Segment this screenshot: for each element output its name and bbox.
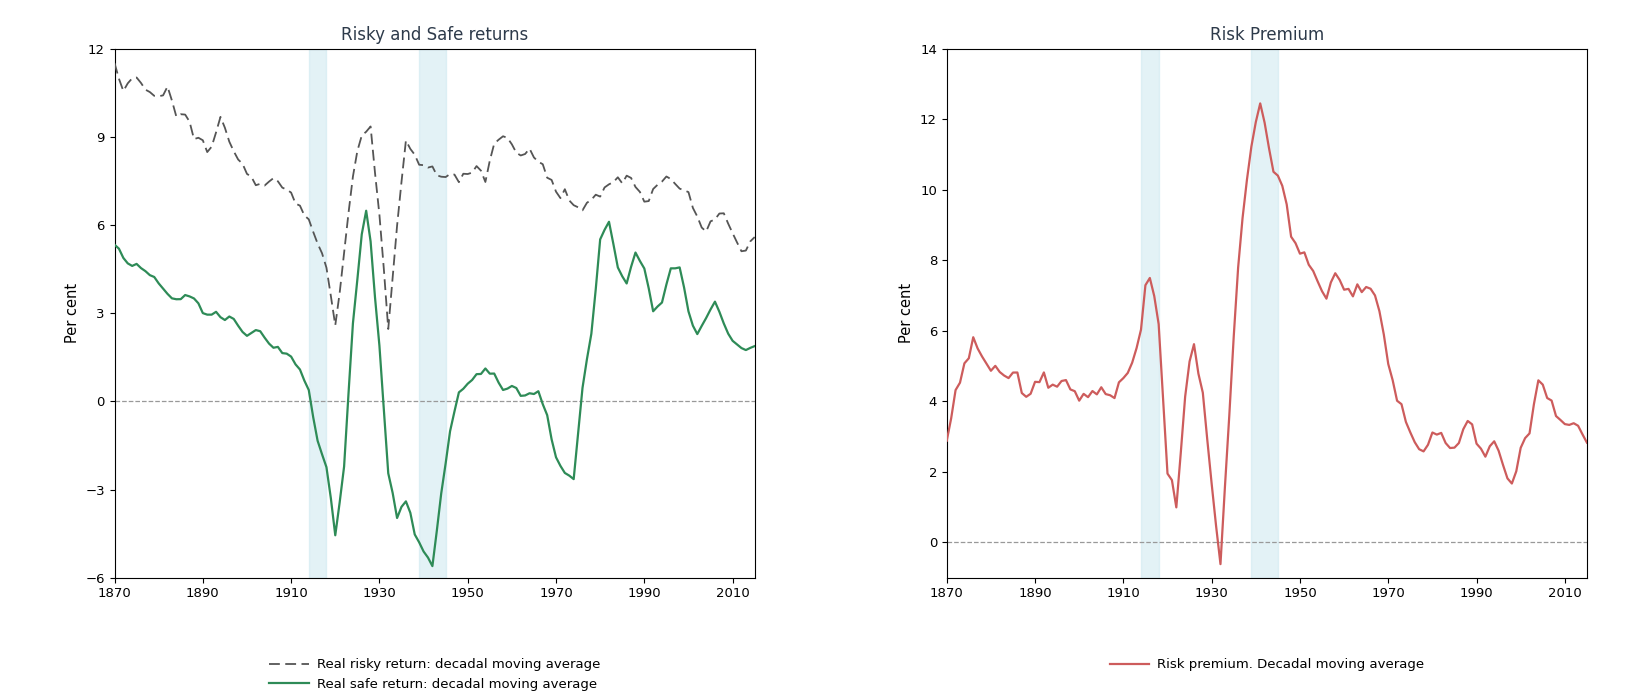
Risk premium. Decadal moving average (1013, 389, 1032, 397)
Risk premium. Decadal moving average (1577, 438, 1597, 447)
Title: Risky and Safe returns: Risky and Safe returns (340, 26, 528, 45)
Bar (309, 49, 327, 578)
Legend: Risk premium. Decadal moving average: Risk premium. Decadal moving average (1104, 653, 1430, 677)
Real risky return: decadal moving average: (1.89e+03, 9.52): decadal moving average: (1.89e+03, 9.52) (180, 118, 200, 126)
Risk premium. Decadal moving average (1091, 383, 1111, 391)
Risk premium. Decadal moving average (1268, 171, 1288, 180)
Y-axis label: Per cent: Per cent (64, 283, 80, 343)
Bar (1140, 49, 1158, 578)
Real safe return: decadal moving average: (2.02e+03, 1.88): decadal moving average: (2.02e+03, 1.88) (744, 342, 764, 350)
Line: Real safe return: decadal moving average: Real safe return: decadal moving average (115, 211, 754, 566)
Risk premium. Decadal moving average (1250, 100, 1270, 108)
Real safe return: decadal moving average: (1.89e+03, 3.57): decadal moving average: (1.89e+03, 3.57) (180, 292, 200, 301)
Real risky return: decadal moving average: (1.93e+03, 2.46): decadal moving average: (1.93e+03, 2.46) (378, 325, 398, 333)
Real risky return: decadal moving average: (1.94e+03, 7.64): decadal moving average: (1.94e+03, 7.64) (432, 173, 452, 181)
Real risky return: decadal moving average: (1.91e+03, 7.6): decadal moving average: (1.91e+03, 7.6) (263, 174, 283, 182)
Risk premium. Decadal moving average (1117, 369, 1137, 377)
Risk premium. Decadal moving average (937, 436, 957, 445)
Line: Real risky return: decadal moving average: Real risky return: decadal moving averag… (115, 63, 754, 329)
Real risky return: decadal moving average: (1.9e+03, 7.48): decadal moving average: (1.9e+03, 7.48) (258, 177, 278, 186)
Real safe return: decadal moving average: (1.91e+03, 1.26): decadal moving average: (1.91e+03, 1.26) (286, 361, 306, 369)
Real safe return: decadal moving average: (1.94e+03, -5.61): decadal moving average: (1.94e+03, -5.61… (422, 562, 442, 570)
Real safe return: decadal moving average: (1.9e+03, 1.97): decadal moving average: (1.9e+03, 1.97) (258, 340, 278, 348)
Real risky return: decadal moving average: (1.91e+03, 6.73): decadal moving average: (1.91e+03, 6.73) (286, 200, 306, 208)
Line: Risk premium. Decadal moving average: Risk premium. Decadal moving average (947, 104, 1587, 564)
Real safe return: decadal moving average: (1.94e+03, -2.11): decadal moving average: (1.94e+03, -2.11… (435, 459, 455, 468)
Real risky return: decadal moving average: (1.96e+03, 8.77): decadal moving average: (1.96e+03, 8.77) (484, 139, 504, 148)
Real safe return: decadal moving average: (1.87e+03, 5.33): decadal moving average: (1.87e+03, 5.33) (105, 241, 124, 249)
Real safe return: decadal moving average: (1.96e+03, 0.637): decadal moving average: (1.96e+03, 0.637… (489, 379, 509, 387)
Bar (419, 49, 445, 578)
Real safe return: decadal moving average: (1.91e+03, 1.82): decadal moving average: (1.91e+03, 1.82) (263, 344, 283, 352)
Real risky return: decadal moving average: (1.87e+03, 11.5): decadal moving average: (1.87e+03, 11.5) (105, 59, 124, 68)
Y-axis label: Per cent: Per cent (900, 283, 915, 343)
Real safe return: decadal moving average: (1.93e+03, 6.49): decadal moving average: (1.93e+03, 6.49) (357, 207, 376, 215)
Risk premium. Decadal moving average (1320, 278, 1340, 287)
Risk premium. Decadal moving average (1096, 390, 1116, 398)
Real risky return: decadal moving average: (2.02e+03, 5.59): decadal moving average: (2.02e+03, 5.59) (744, 233, 764, 242)
Legend: Real risky return: decadal moving average, Real safe return: decadal moving aver: Real risky return: decadal moving averag… (263, 653, 605, 696)
Risk premium. Decadal moving average (1211, 560, 1230, 569)
Title: Risk Premium: Risk Premium (1209, 26, 1324, 45)
Bar (1252, 49, 1278, 578)
